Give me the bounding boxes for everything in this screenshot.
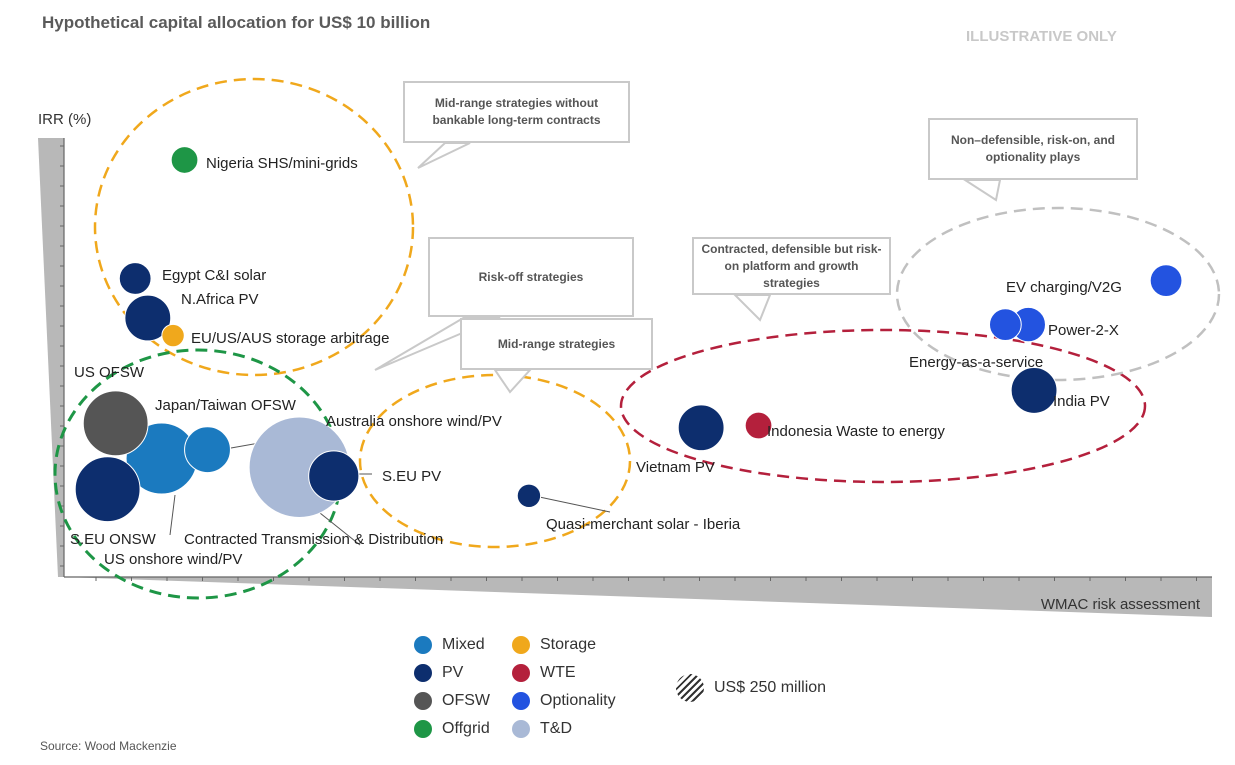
- page-title: Hypothetical capital allocation for US$ …: [42, 13, 431, 32]
- bubble-label: Australia onshore wind/PV: [326, 413, 502, 430]
- legend-label: WTE: [540, 664, 576, 681]
- bubble-eu-us-aus-storage-arbitrage: [161, 323, 185, 348]
- callout-pointer: [417, 142, 471, 169]
- legend-swatch-mixed: [414, 636, 432, 654]
- legend-swatch-ofsw: [414, 692, 432, 710]
- bubble-label: EV charging/V2G: [1006, 279, 1122, 296]
- bubble-label: Quasi-merchant solar - Iberia: [546, 516, 741, 533]
- bubble-label: Contracted Transmission & Distribution: [184, 531, 443, 548]
- legend-swatch-pv: [414, 664, 432, 682]
- legend-item: PV: [414, 664, 463, 682]
- legend-item: WTE: [512, 664, 576, 682]
- legend-item: Storage: [512, 636, 596, 654]
- legend-item: T&D: [512, 720, 572, 738]
- source-note: Source: Wood Mackenzie: [40, 739, 177, 753]
- bubble-australia-onshore-wind-pv: [184, 426, 231, 474]
- bubble-quasi-merchant-solar-iberia: [516, 483, 542, 508]
- bubble-label: Indonesia Waste to energy: [767, 423, 945, 440]
- contracted-ellipse: [619, 328, 1147, 484]
- legend-label: Storage: [540, 636, 597, 653]
- callout-pointer: [732, 294, 772, 322]
- bubble-nigeria-shs-mini-grids: [170, 146, 199, 174]
- bubble-label: S.EU ONSW: [70, 531, 157, 548]
- y-axis-label: IRR (%): [38, 111, 91, 128]
- hatched-circle-icon: [676, 674, 704, 702]
- legend-swatch-wte: [512, 664, 530, 682]
- non-defensible-ellipse: [895, 206, 1221, 382]
- legend-item: Offgrid: [414, 720, 490, 738]
- legend-label: T&D: [540, 720, 572, 737]
- bubble-label: US OFSW: [74, 364, 145, 381]
- bubble-n-africa-pv: [124, 294, 172, 342]
- legend-swatch-storage: [512, 636, 530, 654]
- bubble-indonesia-waste-to-energy: [744, 411, 773, 440]
- leader-line: [169, 494, 176, 536]
- bubble-label: Nigeria SHS/mini-grids: [206, 155, 358, 172]
- callout-pointer: [493, 369, 533, 394]
- illustrative-watermark: ILLUSTRATIVE ONLY: [966, 28, 1117, 45]
- legend-item: Optionality: [512, 692, 616, 710]
- bubble-label: EU/US/AUS storage arbitrage: [191, 330, 389, 347]
- bubble-egypt-c-i-solar: [118, 262, 152, 295]
- x-axis-wedge: [64, 577, 1212, 617]
- callout-midrange: Mid-range strategies: [460, 318, 653, 370]
- bubble-us-ofsw: [82, 390, 149, 457]
- size-legend: US$ 250 million: [676, 674, 826, 702]
- legend-item: OFSW: [414, 692, 490, 710]
- bubble-s-eu-pv: [308, 450, 360, 502]
- callout-non-defensible: Non–defensible, risk-on, and optionality…: [928, 118, 1138, 180]
- axis-ticks: [60, 145, 1197, 581]
- bubble-label: S.EU PV: [382, 468, 441, 485]
- bubble-energy-as-a-service: [988, 308, 1022, 341]
- midrange-no-contracts-ellipse: [93, 77, 415, 377]
- leader-line: [529, 494, 611, 513]
- bubble-label: US onshore wind/PV: [104, 551, 242, 568]
- bubble-label: Energy-as-a-service: [909, 354, 1043, 371]
- legend-label: OFSW: [442, 692, 490, 709]
- bubble-layer: [74, 146, 1183, 523]
- legend-label: Optionality: [540, 692, 616, 709]
- bubble-label: Japan/Taiwan OFSW: [155, 397, 297, 414]
- bubble-s-eu-onsw: [74, 456, 141, 523]
- bubble-label: Power-2-X: [1048, 322, 1119, 339]
- bubble-label: N.Africa PV: [181, 291, 259, 308]
- bubble-label: Vietnam PV: [636, 459, 715, 476]
- callout-risk-off: Risk-off strategies: [428, 237, 634, 317]
- legend-item: Mixed: [414, 636, 485, 654]
- bubble-label: Egypt C&I solar: [162, 267, 266, 284]
- bubble-labels: Nigeria SHS/mini-grids Egypt C&I solar N.A…: [70, 155, 1122, 568]
- bubble-label: India PV: [1053, 393, 1110, 410]
- bubble-ev-charging-v2g: [1149, 264, 1183, 298]
- legend-swatch-offgrid: [414, 720, 432, 738]
- size-legend-label: US$ 250 million: [714, 679, 827, 696]
- y-axis-wedge: [38, 138, 64, 577]
- legend-swatch-td: [512, 720, 530, 738]
- legend-label: PV: [442, 664, 464, 681]
- midrange-ellipse: [358, 373, 632, 549]
- callout-pointer: [961, 179, 1002, 202]
- legend-label: Mixed: [442, 636, 485, 653]
- legend-label: Offgrid: [442, 720, 490, 737]
- x-axis-label: WMAC risk assessment: [1041, 596, 1201, 613]
- callout-midrange-no-contracts: Mid-range strategies without bankable lo…: [403, 81, 630, 143]
- bubble-india-pv: [1010, 366, 1058, 414]
- callout-contracted: Contracted, defensible but risk-on platf…: [692, 237, 891, 295]
- bubble-vietnam-pv: [677, 404, 725, 452]
- legend-swatch-optionality: [512, 692, 530, 710]
